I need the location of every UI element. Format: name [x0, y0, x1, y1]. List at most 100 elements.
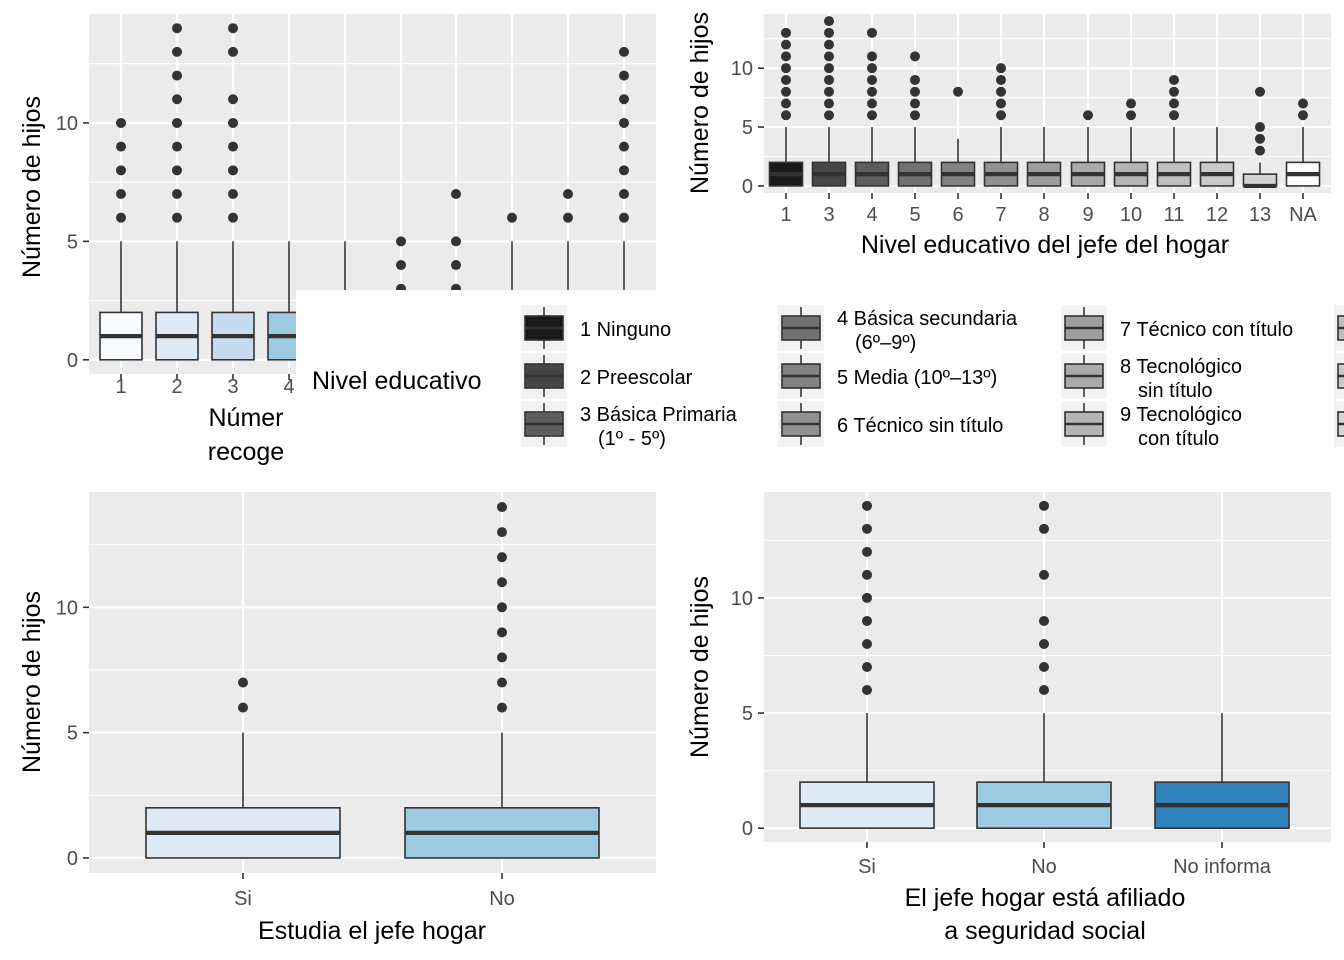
box-5: [897, 51, 933, 187]
y-tick-label: 0: [67, 848, 78, 870]
box-No: [404, 502, 600, 859]
legend-label-line2: (1º - 5º): [598, 428, 666, 450]
outlier-point: [1039, 500, 1049, 511]
outlier-point: [1039, 662, 1049, 672]
outlier-point: [619, 165, 629, 176]
outlier-point: [172, 117, 182, 128]
outlier-point: [910, 51, 920, 62]
box-Si: [145, 677, 341, 859]
legend-label: 7 Técnico con título: [1120, 319, 1293, 341]
outlier-point: [451, 236, 461, 247]
outlier-point: [824, 27, 834, 38]
outlier-point: [172, 94, 182, 105]
outlier-point: [996, 86, 1006, 97]
y-axis-title: Número de hijos: [686, 576, 714, 758]
outlier-point: [228, 189, 238, 199]
y-tick-label: 0: [742, 818, 753, 840]
legend-item: 6 Técnico sin título: [778, 401, 1003, 447]
x-tick-label: 8: [1038, 204, 1049, 226]
legend-label: 5 Media (10º–13º): [837, 367, 997, 389]
outlier-point: [228, 117, 238, 128]
box-12: [1199, 127, 1235, 187]
x-axis-title: El jefe hogar está afiliado: [905, 884, 1186, 912]
outlier-point: [781, 110, 791, 121]
outlier-point: [824, 16, 834, 27]
x-tick-label: 1: [780, 204, 791, 226]
outlier-point: [824, 51, 834, 62]
x-tick-label: 3: [823, 204, 834, 226]
legend-title: Nivel educativo: [312, 367, 482, 395]
outlier-point: [396, 236, 406, 247]
legend-label-line2: (6º–9º): [855, 332, 916, 354]
outlier-point: [862, 500, 872, 511]
outlier-point: [862, 546, 872, 557]
outlier-point: [116, 212, 126, 223]
x-axis-title: Nivel educativo del jefe del hogar: [861, 231, 1229, 259]
x-tick-label: 9: [1082, 204, 1093, 226]
outlier-point: [451, 189, 461, 199]
outlier-point: [862, 685, 872, 696]
y-tick-label: 0: [67, 350, 78, 372]
outlier-point: [1255, 145, 1265, 156]
box-11: [1156, 74, 1192, 187]
outlier-point: [862, 615, 872, 626]
box-8: [1026, 127, 1062, 187]
outlier-point: [824, 86, 834, 97]
outlier-point: [228, 94, 238, 105]
y-tick-label: 0: [742, 176, 753, 198]
outlier-point: [1298, 110, 1308, 121]
outlier-point: [228, 23, 238, 34]
outlier-point: [507, 212, 517, 223]
outlier-point: [1039, 685, 1049, 696]
outlier-point: [910, 98, 920, 109]
outlier-point: [228, 46, 238, 57]
outlier-point: [116, 165, 126, 176]
box-No: [976, 500, 1112, 829]
outlier-point: [172, 23, 182, 34]
outlier-point: [824, 63, 834, 74]
outlier-point: [781, 27, 791, 38]
x-tick-label: 12: [1206, 204, 1228, 226]
x-tick-label: No: [489, 888, 515, 910]
x-tick-label: 13: [1249, 204, 1271, 226]
y-tick-label: 10: [56, 597, 78, 619]
outlier-point: [228, 212, 238, 223]
legend-item: 2 Preescolar: [521, 353, 693, 399]
box-2: [155, 23, 199, 361]
y-axis-title: Número de hijos: [18, 591, 46, 773]
y-tick-label: 10: [731, 58, 753, 80]
outlier-point: [1126, 110, 1136, 121]
outlier-point: [451, 260, 461, 271]
legend-label: 8 Tecnológico: [1120, 356, 1242, 378]
outlier-point: [619, 189, 629, 199]
outlier-point: [497, 652, 507, 663]
outlier-point: [996, 98, 1006, 109]
x-tick-label: NA: [1289, 204, 1317, 226]
box-Si: [799, 500, 935, 829]
outlier-point: [867, 74, 877, 85]
y-tick-label: 5: [742, 117, 753, 139]
outlier-point: [1255, 86, 1265, 97]
box-No informa: [1154, 713, 1290, 829]
box-NA: [1285, 98, 1321, 187]
outlier-point: [497, 677, 507, 688]
x-tick-label: 1: [115, 376, 126, 398]
legend-item: [1334, 305, 1344, 351]
legend-item: [1334, 353, 1344, 399]
legend-item: 3 Básica Primaria(1º - 5º): [521, 401, 738, 450]
x-tick-label: Si: [234, 888, 252, 910]
x-tick-label: 3: [227, 376, 238, 398]
outlier-point: [619, 212, 629, 223]
outlier-point: [396, 260, 406, 271]
box-6: [940, 86, 976, 187]
outlier-point: [116, 117, 126, 128]
outlier-point: [497, 502, 507, 513]
legend-label-line2: con título: [1138, 428, 1219, 450]
legend: Nivel educativo 1 Ninguno 2 Preescolar 3 Bá…: [296, 290, 1344, 466]
outlier-point: [619, 94, 629, 105]
outlier-point: [1169, 98, 1179, 109]
